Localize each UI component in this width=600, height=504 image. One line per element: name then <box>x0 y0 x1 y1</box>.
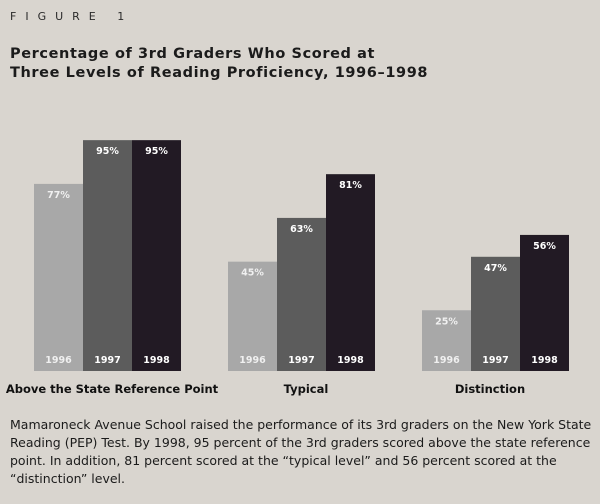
bar-value-label: 63% <box>290 224 313 235</box>
bar <box>326 174 375 371</box>
bar <box>520 234 569 371</box>
bar-year-label: 1997 <box>482 355 508 366</box>
bar-value-label: 45% <box>241 268 264 279</box>
bar-year-label: 1996 <box>433 355 460 366</box>
bar <box>471 256 520 371</box>
bar-year-label: 1998 <box>531 355 558 366</box>
chart-title: Percentage of 3rd Graders Who Scored at … <box>10 46 429 81</box>
bar-value-label: 56% <box>533 241 556 252</box>
bar <box>228 261 277 371</box>
bar-year-label: 1997 <box>94 355 120 366</box>
group-label: Typical <box>284 382 329 396</box>
bar-value-label: 25% <box>435 316 458 327</box>
bar <box>277 217 326 371</box>
group-label: Distinction <box>455 382 525 396</box>
bar <box>83 140 132 371</box>
bar-value-label: 81% <box>339 180 362 191</box>
bar-year-label: 1996 <box>239 355 266 366</box>
bar-year-label: 1998 <box>143 355 170 366</box>
bar-value-label: 77% <box>47 190 70 201</box>
bar <box>132 140 181 371</box>
bar <box>422 310 471 371</box>
figure-label: FIGURE 1 <box>10 10 134 23</box>
bar-value-label: 95% <box>96 146 119 157</box>
bar-year-label: 1997 <box>288 355 314 366</box>
figure-caption: Mamaroneck Avenue School raised the perf… <box>10 417 592 486</box>
bar-year-label: 1998 <box>337 355 364 366</box>
bar-year-label: 1996 <box>45 355 72 366</box>
group-label: Above the State Reference Point <box>6 382 219 396</box>
bar-value-label: 47% <box>484 263 507 274</box>
bar <box>34 183 83 371</box>
bar-value-label: 95% <box>145 146 168 157</box>
